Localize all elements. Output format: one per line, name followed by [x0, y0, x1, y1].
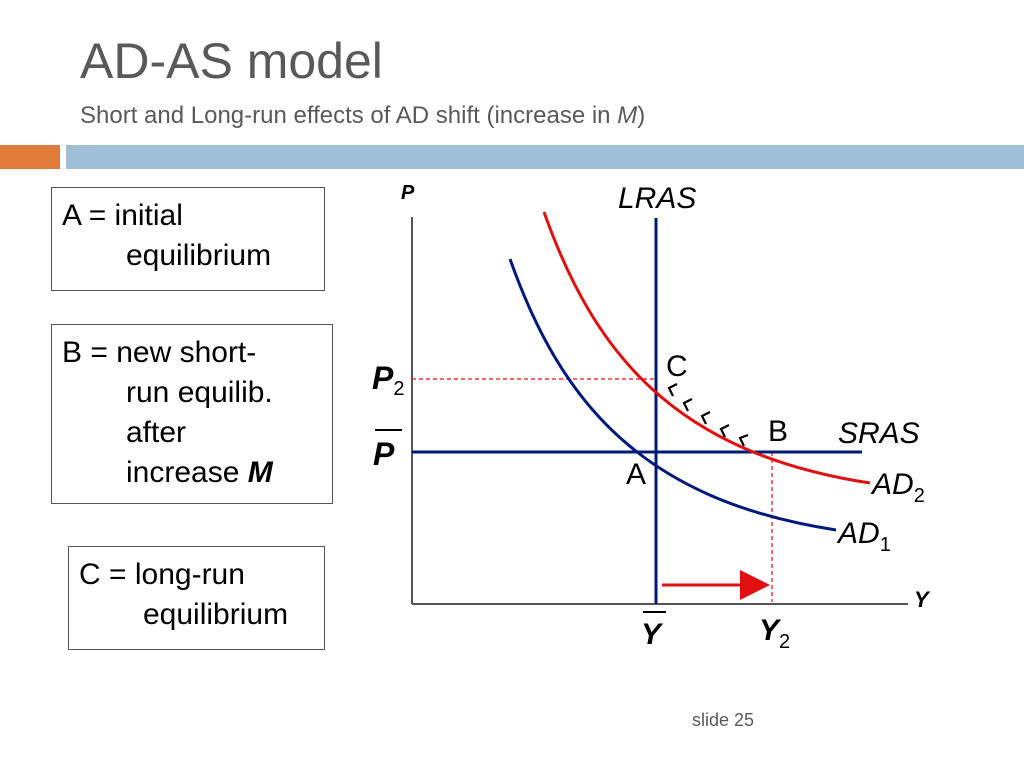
legend-b-line-1: B = new short- [62, 336, 257, 369]
legend-c-line-1: C = long-run [79, 558, 245, 591]
legend-b-line-4-text: increase [126, 456, 248, 489]
lras-label: LRAS [618, 182, 696, 215]
ad2-label: AD2 [870, 468, 925, 507]
ad1-label: AD1 [836, 517, 891, 556]
point-b-label: B [768, 415, 788, 448]
slide-title: AD-AS model [80, 33, 383, 89]
p2-label: P2 [372, 360, 404, 400]
adjustment-chevrons [667, 383, 749, 447]
sras-label: SRAS [838, 417, 920, 450]
legend-box-c: C = long-run equilibrium [68, 546, 325, 650]
ad1-label-text: AD [836, 517, 880, 550]
subtitle-close: ) [637, 102, 646, 129]
slide-number: slide 25 [692, 710, 755, 730]
legend-c-line-2: equilibrium [143, 598, 289, 631]
chevron-icon [719, 424, 730, 438]
subtitle-text: Short and Long-run effects of AD shift (… [80, 102, 618, 129]
p2-label-sub: 2 [393, 378, 404, 400]
point-a-label: A [626, 458, 646, 491]
legend-b-line-2: run equilib. [126, 376, 273, 409]
subtitle-variable: M [617, 102, 638, 129]
legend-a-line-2: equilibrium [126, 239, 272, 272]
legend-box-b: B = new short- run equilib. after increa… [51, 324, 333, 504]
ad1-curve [508, 258, 837, 532]
x-axis-label: Y [914, 587, 931, 612]
p2-label-text: P [372, 360, 394, 396]
y2-label: Y2 [759, 614, 790, 653]
header-divider-bar [66, 145, 1024, 169]
chevron-icon [682, 398, 693, 412]
legend-a-line-1: A = initial [62, 199, 183, 232]
header-accent-bar [0, 145, 60, 169]
legend-box-a: A = initial equilibrium [51, 187, 325, 291]
chevron-icon [738, 433, 749, 447]
point-c-label: C [666, 350, 688, 383]
chevron-icon [700, 411, 711, 425]
ad2-label-text: AD [870, 468, 914, 501]
ybar-label: Y [641, 618, 664, 651]
ad2-curve [542, 211, 871, 485]
legend-b-line-4: increase M [62, 453, 322, 493]
slide-subtitle: Short and Long-run effects of AD shift (… [80, 102, 646, 129]
ad1-label-sub: 1 [880, 534, 891, 556]
y-axis-label: P [401, 182, 415, 204]
legend-b-variable: M [247, 456, 273, 489]
pbar-label: P [373, 436, 395, 472]
ad2-label-sub: 2 [914, 485, 925, 507]
legend-b-line-3: after [126, 416, 187, 449]
y2-label-text: Y [759, 614, 782, 647]
y2-label-sub: 2 [779, 631, 790, 653]
chevron-icon [667, 383, 678, 397]
